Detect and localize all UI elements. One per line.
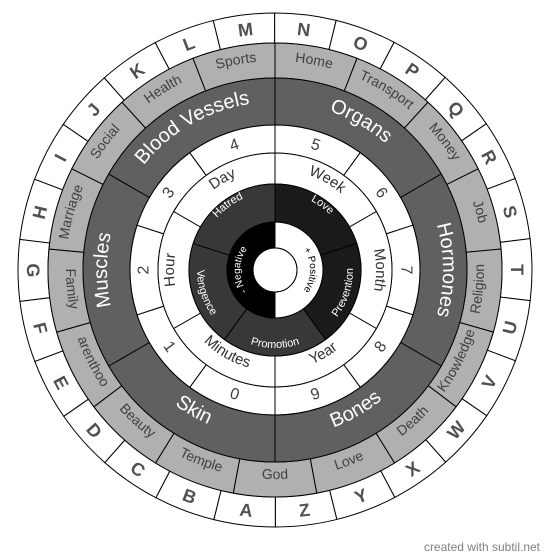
center-hole: [253, 248, 297, 292]
wheel-diagram: MNOPQRSTUVWXYZABCDEFGHIJKLHomeTransportM…: [0, 0, 550, 560]
alphabet-label: A: [239, 500, 254, 521]
aspects-label: God: [262, 466, 289, 482]
credit-text: created with subtil.net: [424, 540, 540, 554]
numbers-label: 7: [398, 266, 415, 275]
numbers-label: 2: [136, 265, 153, 274]
alphabet-label: G: [23, 263, 43, 277]
alphabet-label: T: [507, 264, 527, 275]
chart-container: MNOPQRSTUVWXYZABCDEFGHIJKLHomeTransportM…: [0, 0, 550, 560]
alphabet-label: N: [296, 19, 311, 40]
alphabet-label: M: [237, 19, 254, 41]
